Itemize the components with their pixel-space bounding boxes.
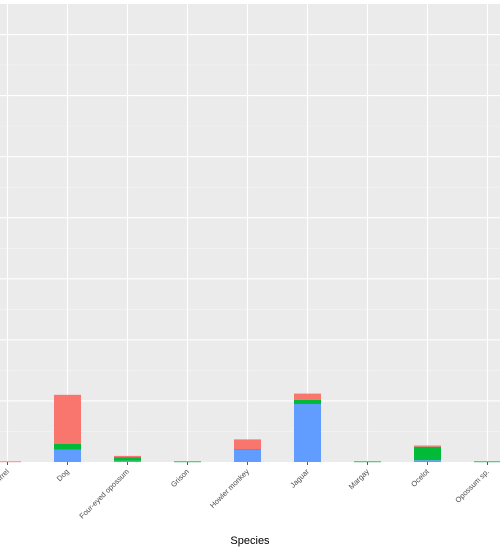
x-tick-label: Dog: [55, 467, 71, 483]
bar-segment: [294, 399, 321, 404]
x-tick-label: Squirrel: [0, 467, 11, 492]
bar-segment: [414, 460, 441, 462]
x-tick-labels: Squirrel Dog Four-eyed opossum Grison Howler…: [0, 462, 491, 521]
bar-segment: [114, 455, 141, 458]
bar-segment: [354, 461, 381, 463]
bar-segment: [54, 394, 81, 444]
x-tick-label: Ocelot: [409, 466, 431, 488]
bar-segment: [294, 403, 321, 462]
x-tick-label: Margay: [347, 467, 371, 491]
bar-segment: [234, 439, 261, 450]
bar-segment: [54, 443, 81, 450]
bar-segment: [0, 461, 21, 463]
bars: [0, 393, 500, 463]
bar-segment: [414, 445, 441, 447]
x-tick-label: Grison: [169, 467, 191, 489]
bar-segment: [114, 460, 141, 462]
grid-lines: [0, 4, 500, 462]
x-tick-label: Jaguar: [288, 467, 311, 490]
bar-segment: [234, 449, 261, 462]
bar-segment: [474, 461, 500, 463]
plot-panel: [0, 4, 500, 462]
bar-segment: [294, 393, 321, 400]
bar-segment: [114, 457, 141, 461]
x-tick-label: Howler monkey: [208, 467, 251, 510]
x-tick-label: Opossum sp.: [453, 467, 491, 505]
bar-segment: [414, 446, 441, 461]
bar-segment: [234, 449, 261, 450]
x-tick-label: Four-eyed opossum: [77, 467, 131, 521]
bar-segment: [54, 449, 81, 462]
x-axis-label: Species: [230, 535, 270, 547]
bar-segment: [174, 461, 201, 463]
